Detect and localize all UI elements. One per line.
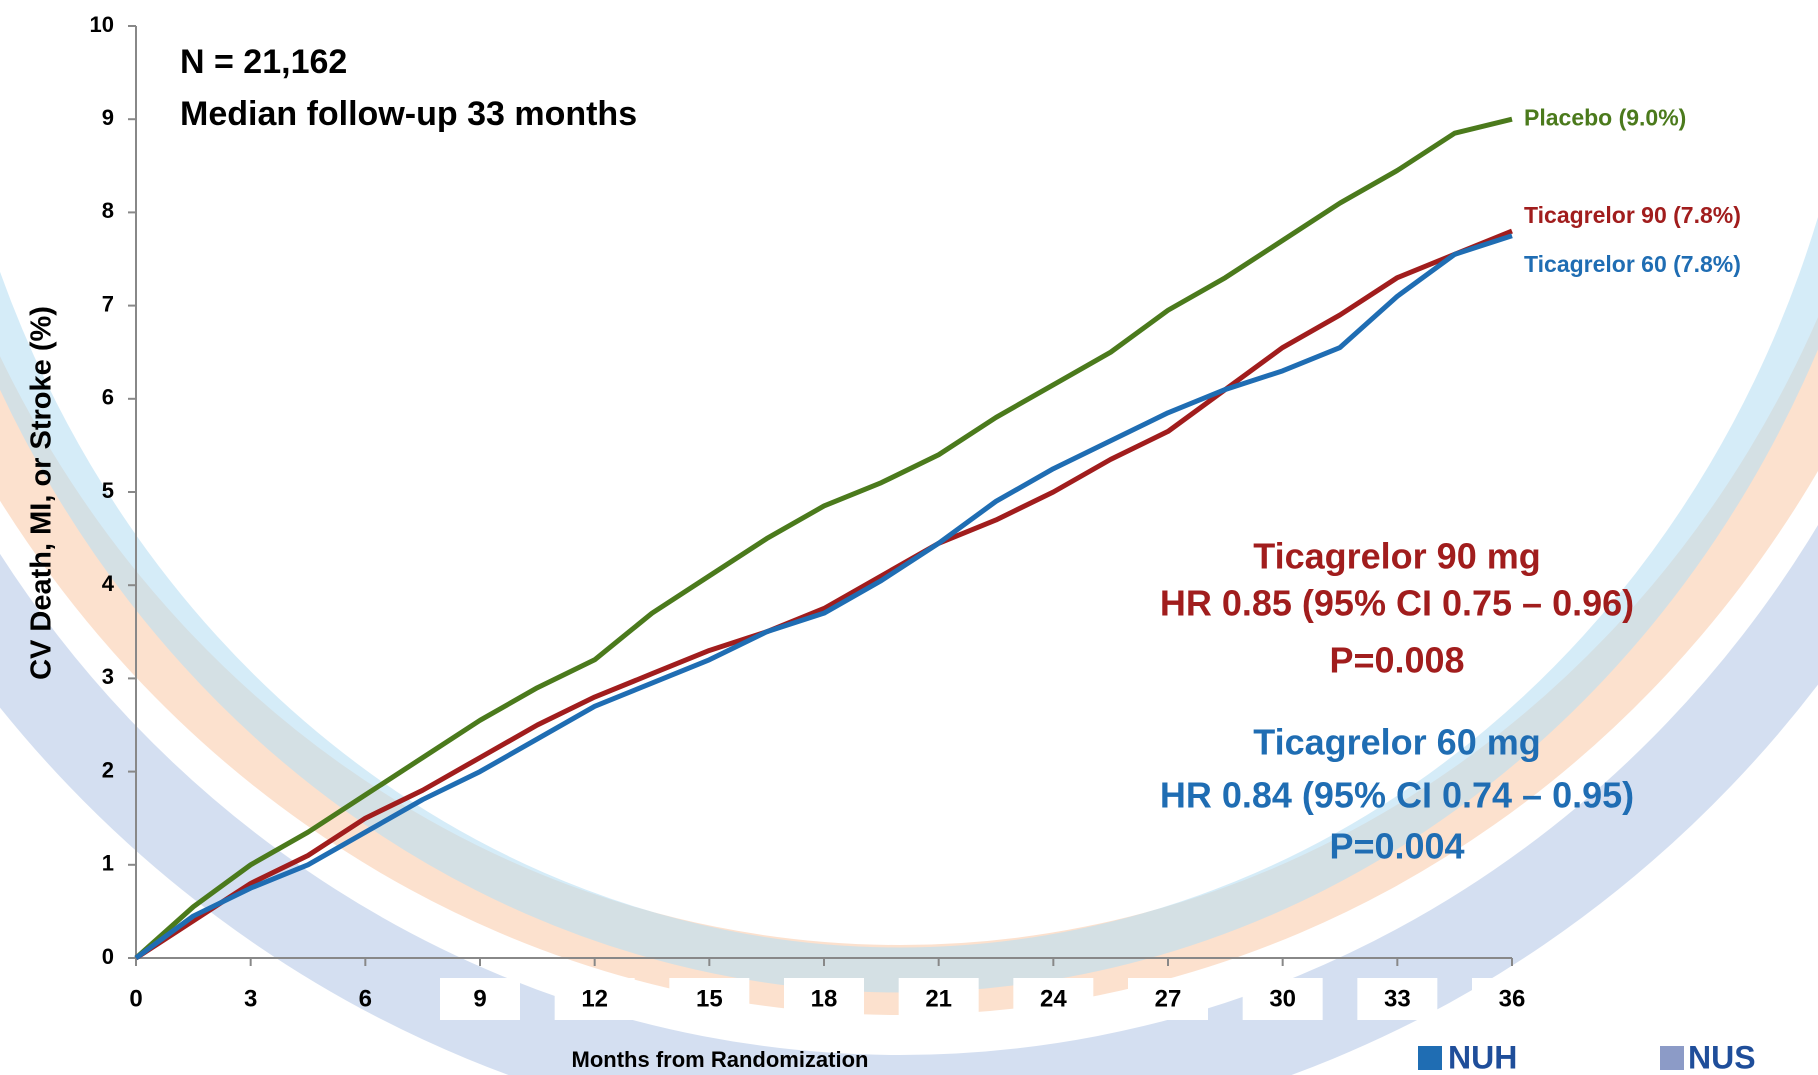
arc [0,216,1818,993]
y-tick-label: 1 [102,851,114,876]
annotation: Median follow-up 33 months [180,95,637,133]
logo-icon [1418,1046,1442,1070]
x-tick-label: 18 [811,985,838,1012]
series-label: Placebo (9.0%) [1524,104,1686,130]
annotation: N = 21,162 [180,43,347,81]
annotation: HR 0.85 (95% CI 0.75 – 0.96) [1160,583,1634,624]
y-tick-label: 9 [102,105,114,130]
tick-label-box [1013,978,1094,1020]
x-axis-label: Months from Randomization [572,1047,869,1072]
y-tick-label: 4 [102,571,115,596]
y-tick-label: 5 [102,478,114,503]
logo: NUH [1448,1039,1517,1075]
series-line [134,116,1513,960]
series-line [134,228,1513,961]
y-tick-label: 0 [102,944,114,969]
series-label: Ticagrelor 60 (7.8%) [1524,251,1741,277]
x-tick-label: 9 [473,985,486,1012]
annotation: Ticagrelor 60 mg [1253,722,1540,763]
logo: NUS [1688,1039,1756,1075]
annotation: P=0.004 [1329,826,1464,867]
x-tick-label: 30 [1269,985,1296,1012]
x-tick-label: 6 [359,985,372,1012]
tick-label-box [1357,978,1438,1020]
annotation: HR 0.84 (95% CI 0.74 – 0.95) [1160,775,1634,816]
tick-label-box [669,978,750,1020]
x-tick-label: 0 [129,985,142,1012]
series-label: Ticagrelor 90 (7.8%) [1524,202,1741,228]
x-tick-label: 24 [1040,985,1067,1012]
tick-label-box [1472,978,1552,1020]
x-tick-label: 21 [925,985,952,1012]
x-tick-label: 27 [1155,985,1182,1012]
y-tick-label: 10 [90,12,114,37]
annotation: P=0.008 [1329,640,1464,681]
x-tick-label: 12 [581,985,608,1012]
y-tick-label: 7 [102,291,114,316]
series-line [134,233,1513,961]
tick-label-box [554,978,635,1020]
tick-label-box [1128,978,1208,1020]
tick-label-box [1242,978,1323,1020]
tick-label-box [898,978,979,1020]
x-tick-label: 36 [1499,985,1526,1012]
y-axis-label: CV Death, MI, or Stroke (%) [26,306,58,680]
x-tick-label: 15 [696,985,723,1012]
y-tick-label: 3 [102,664,114,689]
logo-icon [1660,1046,1684,1070]
y-tick-label: 2 [102,757,114,782]
logos: NUH NUS [1418,1039,1756,1075]
y-tick-label: 8 [102,198,114,223]
x-tick-label: 3 [244,985,257,1012]
tick-label-box [440,978,520,1020]
x-tick-label: 33 [1384,985,1411,1012]
tick-label-box [784,978,864,1020]
annotation: Ticagrelor 90 mg [1253,536,1540,577]
y-tick-label: 6 [102,385,114,410]
